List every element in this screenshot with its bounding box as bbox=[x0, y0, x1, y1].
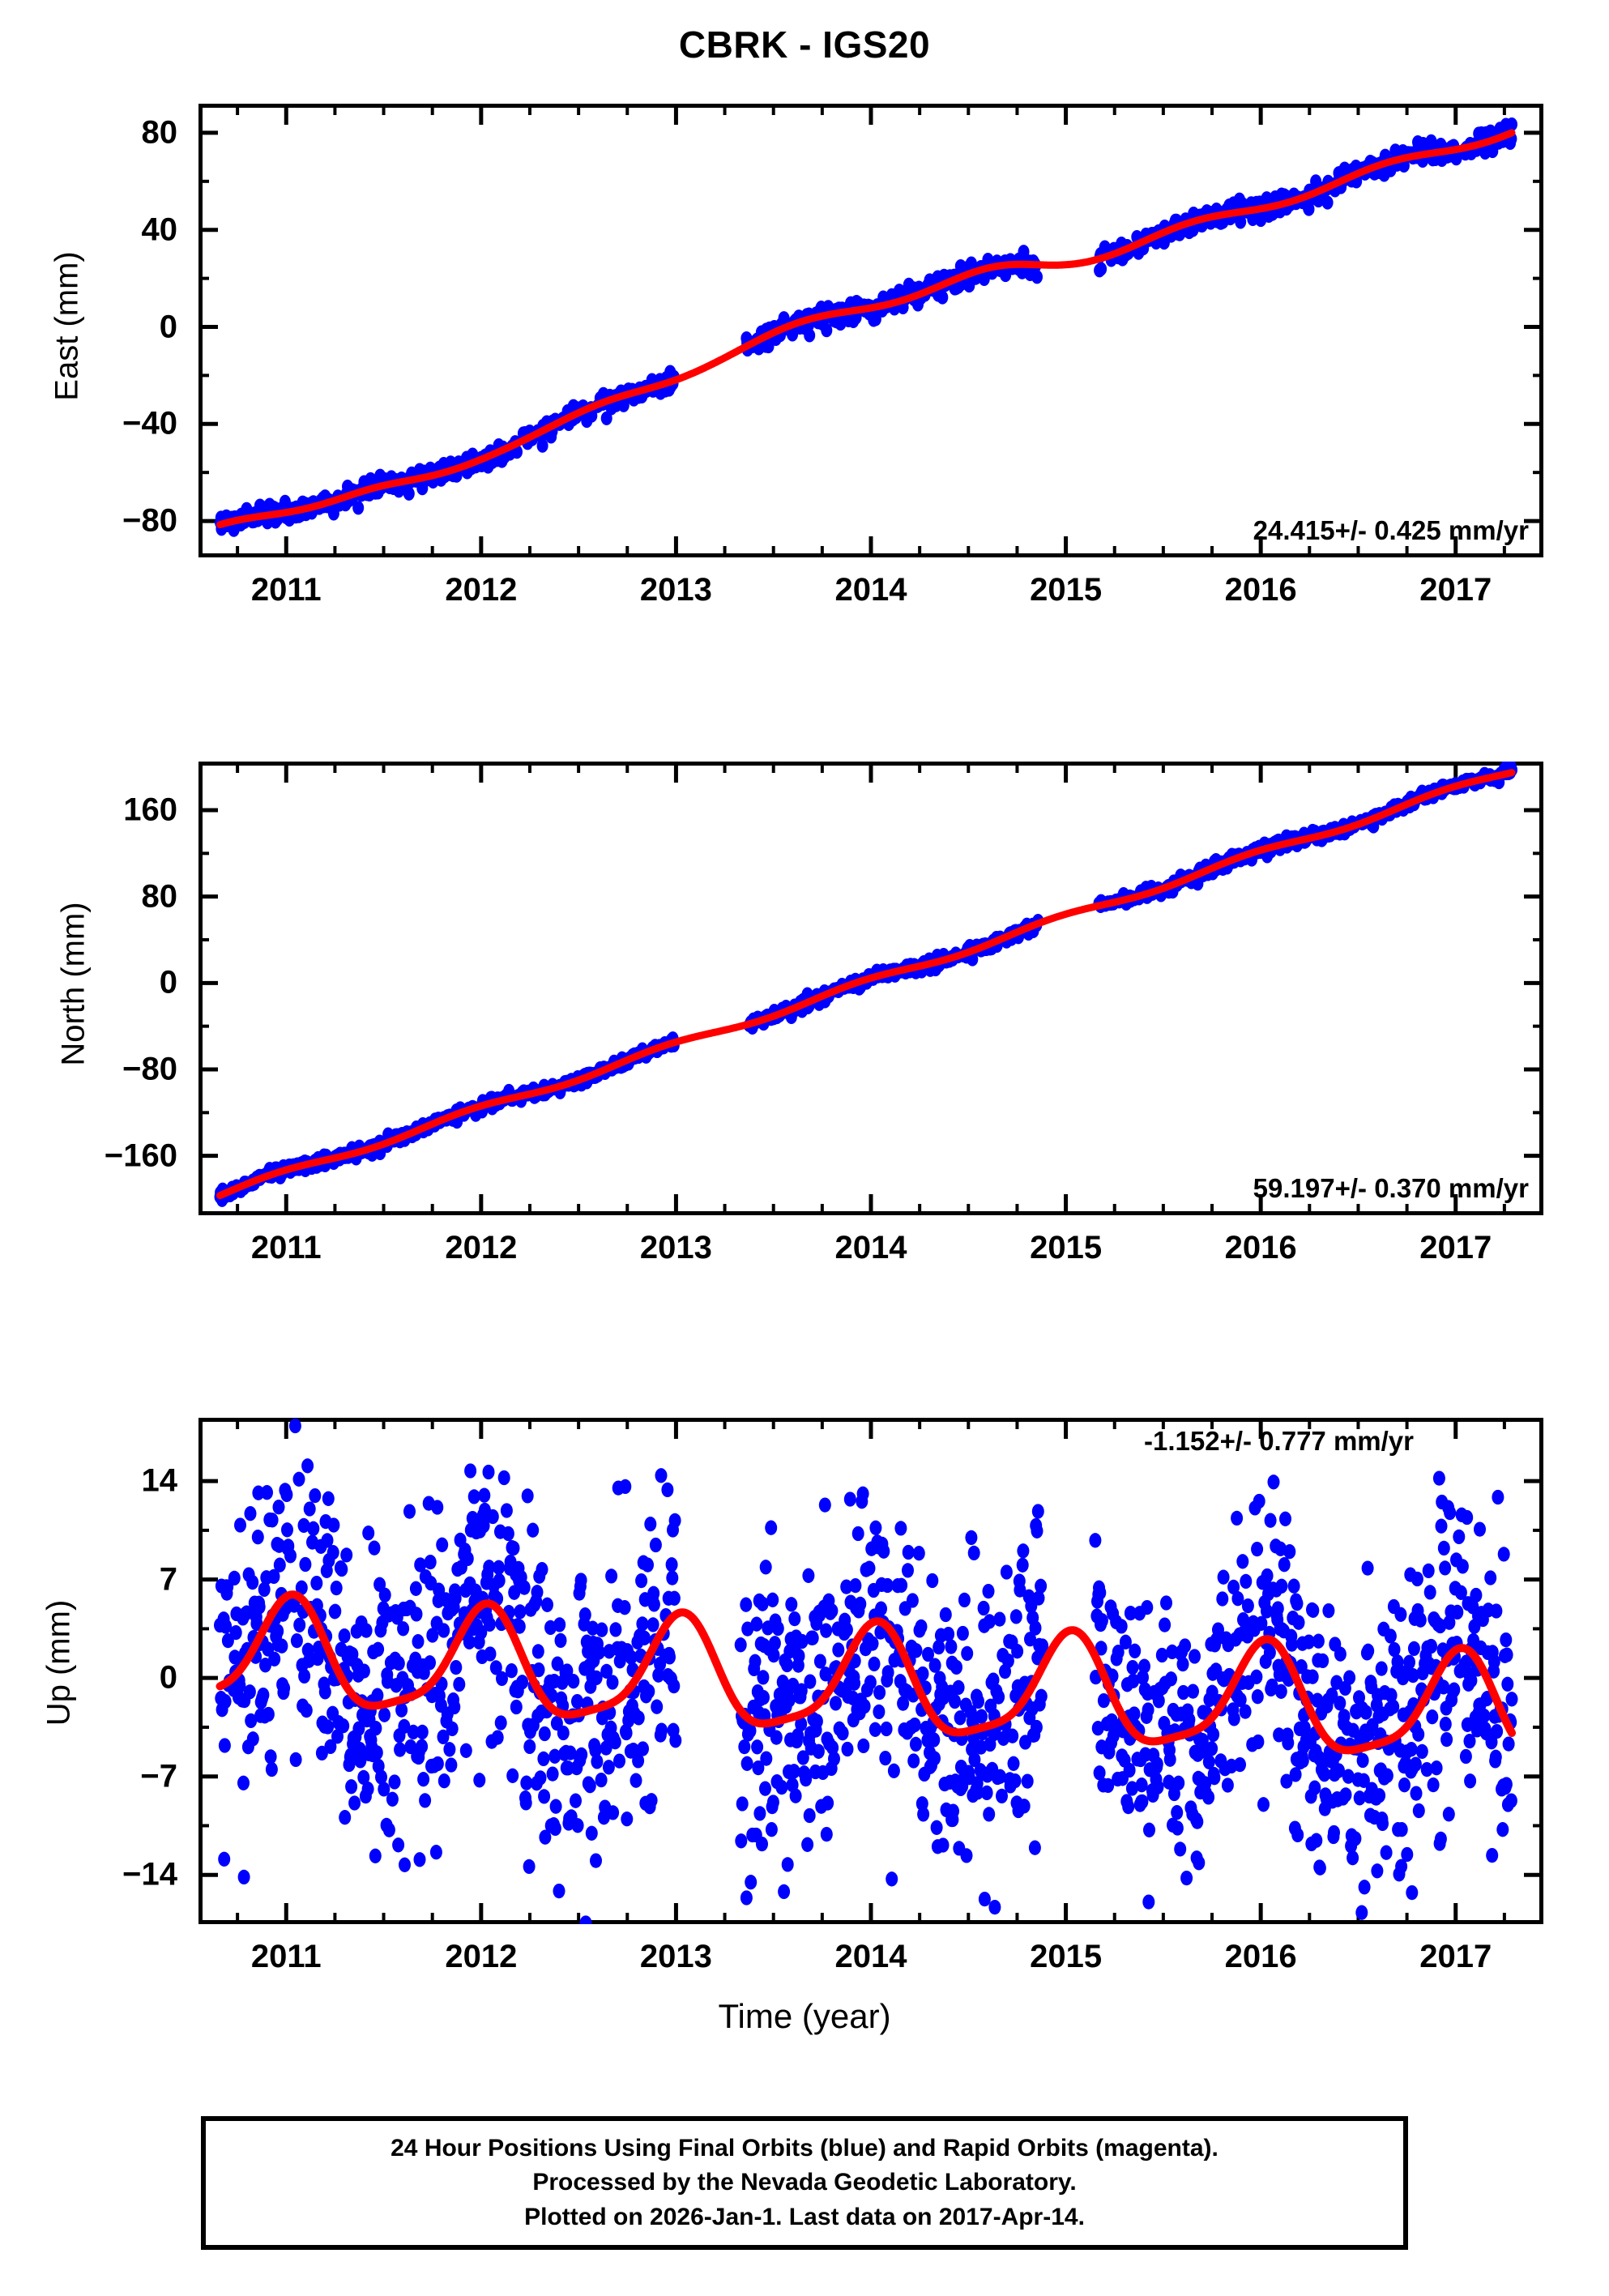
xtick-label: 2017 bbox=[1419, 1230, 1492, 1265]
up-axis-title: Up (mm) bbox=[41, 1599, 77, 1726]
north-rate-label: 59.197+/- 0.370 mm/yr bbox=[1253, 1173, 1529, 1203]
ytick-label: 7 bbox=[159, 1561, 177, 1598]
xtick-label: 2017 bbox=[1419, 1939, 1492, 1974]
xtick-label: 2016 bbox=[1224, 1230, 1297, 1265]
footer-line-2: Processed by the Nevada Geodetic Laborat… bbox=[532, 2169, 1077, 2196]
xtick-label: 2013 bbox=[639, 572, 712, 608]
xtick-label: 2015 bbox=[1030, 572, 1103, 608]
ytick-label: −14 bbox=[122, 1856, 177, 1893]
xtick-label: 2014 bbox=[834, 1230, 907, 1265]
page-title: CBRK - IGS20 bbox=[678, 23, 931, 66]
xtick-label: 2012 bbox=[445, 1939, 518, 1974]
ytick-label: 0 bbox=[159, 309, 177, 344]
xtick-label: 2015 bbox=[1030, 1939, 1103, 1974]
panel-east-plot-area bbox=[198, 104, 1543, 557]
footer-note-box: 24 Hour Positions Using Final Orbits (bl… bbox=[201, 2116, 1408, 2250]
east-axis-title: East (mm) bbox=[49, 251, 85, 401]
xtick-label: 2016 bbox=[1224, 572, 1297, 608]
ytick-label: 80 bbox=[141, 878, 178, 915]
ytick-label: −40 bbox=[122, 405, 177, 442]
ytick-label: 14 bbox=[141, 1462, 178, 1499]
ytick-label: 40 bbox=[141, 211, 178, 248]
panel-up-plot-area bbox=[198, 1418, 1543, 1924]
xtick-label: 2011 bbox=[250, 1230, 322, 1265]
xtick-label: 2012 bbox=[445, 1230, 518, 1265]
xtick-label: 2016 bbox=[1224, 1939, 1297, 1974]
ytick-label: −80 bbox=[122, 1051, 177, 1087]
panel-up: -1.152+/- 0.777 mm/yr 14 7 0 −7 −14 2011 2012 2… bbox=[122, 1418, 1543, 1974]
ytick-label: −7 bbox=[140, 1758, 177, 1795]
xtick-label: 2015 bbox=[1030, 1230, 1103, 1265]
xtick-label: 2011 bbox=[250, 572, 322, 608]
east-rate-label: 24.415+/- 0.425 mm/yr bbox=[1253, 515, 1529, 545]
xtick-label: 2014 bbox=[834, 572, 907, 608]
ytick-label: 160 bbox=[123, 792, 177, 828]
xtick-label: 2013 bbox=[639, 1939, 712, 1974]
ytick-label: −80 bbox=[122, 502, 177, 539]
x-axis-title: Time (year) bbox=[718, 1997, 891, 2035]
xtick-label: 2013 bbox=[639, 1230, 712, 1265]
panel-north: 59.197+/- 0.370 mm/yr 160 80 0 −80 −160 2011 2… bbox=[105, 762, 1543, 1265]
xtick-label: 2017 bbox=[1419, 572, 1492, 608]
ytick-label: 0 bbox=[159, 1659, 177, 1696]
north-axis-title: North (mm) bbox=[55, 902, 92, 1066]
footer-line-3: Plotted on 2026-Jan-1. Last data on 2017… bbox=[524, 2203, 1085, 2230]
panel-north-plot-area bbox=[198, 762, 1543, 1215]
xtick-label: 2012 bbox=[445, 572, 518, 608]
footer-line-1: 24 Hour Positions Using Final Orbits (bl… bbox=[391, 2134, 1218, 2162]
ytick-label: 80 bbox=[141, 114, 178, 151]
ytick-label: 0 bbox=[159, 964, 177, 1001]
ytick-label: −160 bbox=[104, 1137, 177, 1174]
up-rate-label: -1.152+/- 0.777 mm/yr bbox=[1144, 1426, 1414, 1456]
xtick-label: 2014 bbox=[834, 1939, 907, 1974]
panel-east: 24.415+/- 0.425 mm/yr 80 40 0 −40 −80 2011 201… bbox=[122, 104, 1543, 608]
xtick-label: 2011 bbox=[250, 1939, 322, 1974]
